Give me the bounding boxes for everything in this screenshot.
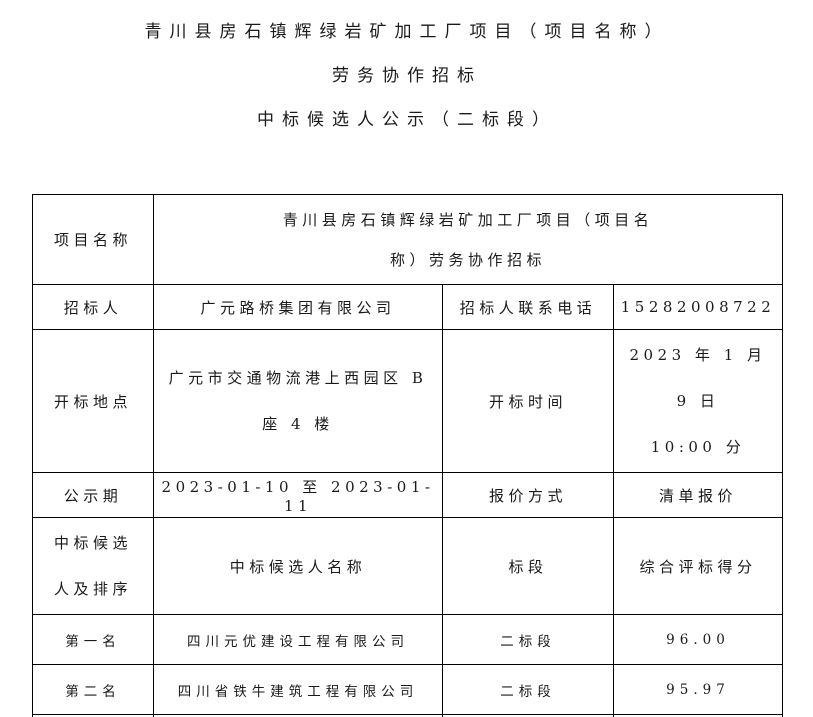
project-name-label: 项目名称 <box>32 194 154 285</box>
candidate-row-3: 第三名 四川宝顺建设工程有限公司 二标段 95.44 <box>32 714 784 717</box>
candidate-rank: 第二名 <box>32 664 154 715</box>
title-line-announcement: 中标候选人公示（二标段） <box>257 110 557 130</box>
row-publicity-period: 公示期 2023-01-10 至 2023-01-11 报价方式 清单报价 <box>32 472 784 518</box>
candidates-section-header: 标段 <box>442 517 614 615</box>
candidate-score: 96.00 <box>612 614 784 665</box>
row-project-name: 项目名称 青川县房石镇辉绿岩矿加工厂项目（项目名 称）劳务协作招标 <box>32 194 784 285</box>
row-candidates-header: 中标候选 人及排序 中标候选人名称 标段 综合评标得分 <box>32 517 784 615</box>
candidates-name-header: 中标候选人名称 <box>153 517 443 615</box>
candidate-row-1: 第一名 四川元优建设工程有限公司 二标段 96.00 <box>32 614 784 665</box>
bid-announcement-table: 项目名称 青川县房石镇辉绿岩矿加工厂项目（项目名 称）劳务协作招标 招标人 广元… <box>32 194 784 717</box>
candidate-score: 95.44 <box>612 714 784 717</box>
row-tenderer: 招标人 广元路桥集团有限公司 招标人联系电话 15282008722 <box>32 284 784 330</box>
candidate-section: 二标段 <box>442 614 614 665</box>
publicity-period-value: 2023-01-10 至 2023-01-11 <box>153 472 443 518</box>
tenderer-label: 招标人 <box>32 284 154 330</box>
candidate-row-2: 第二名 四川省铁牛建筑工程有限公司 二标段 95.97 <box>32 664 784 715</box>
bid-opening-location-value: 广元市交通物流港上西园区 B 座 4 楼 <box>153 329 443 473</box>
candidates-rank-header: 中标候选 人及排序 <box>32 517 154 615</box>
document-title: 青川县房石镇辉绿岩矿加工厂项目（项目名称） 劳务协作招标 中标候选人公示（二标段… <box>32 0 782 142</box>
quote-method-label: 报价方式 <box>442 472 614 518</box>
candidate-name: 四川省铁牛建筑工程有限公司 <box>153 664 443 715</box>
bid-opening-time-value: 2023 年 1 月 9 日 10:00 分 <box>612 329 784 473</box>
candidate-score: 95.97 <box>612 664 784 715</box>
tenderer-phone-value: 15282008722 <box>612 284 784 330</box>
tenderer-value: 广元路桥集团有限公司 <box>153 284 443 330</box>
candidate-section: 二标段 <box>442 664 614 715</box>
quote-method-value: 清单报价 <box>612 472 784 518</box>
tenderer-phone-label: 招标人联系电话 <box>442 284 614 330</box>
project-name-value: 青川县房石镇辉绿岩矿加工厂项目（项目名 称）劳务协作招标 <box>152 194 784 285</box>
candidate-name: 四川元优建设工程有限公司 <box>153 614 443 665</box>
bid-opening-location-label: 开标地点 <box>32 329 154 473</box>
candidates-score-header: 综合评标得分 <box>612 517 784 615</box>
bid-opening-time-label: 开标时间 <box>442 329 614 473</box>
publicity-period-label: 公示期 <box>32 472 154 518</box>
row-bid-opening: 开标地点 广元市交通物流港上西园区 B 座 4 楼 开标时间 2023 年 1 … <box>32 329 784 473</box>
title-line-project: 青川县房石镇辉绿岩矿加工厂项目（项目名称） <box>144 22 670 42</box>
candidate-rank: 第一名 <box>32 614 154 665</box>
title-line-bid-type: 劳务协作招标 <box>332 66 482 86</box>
